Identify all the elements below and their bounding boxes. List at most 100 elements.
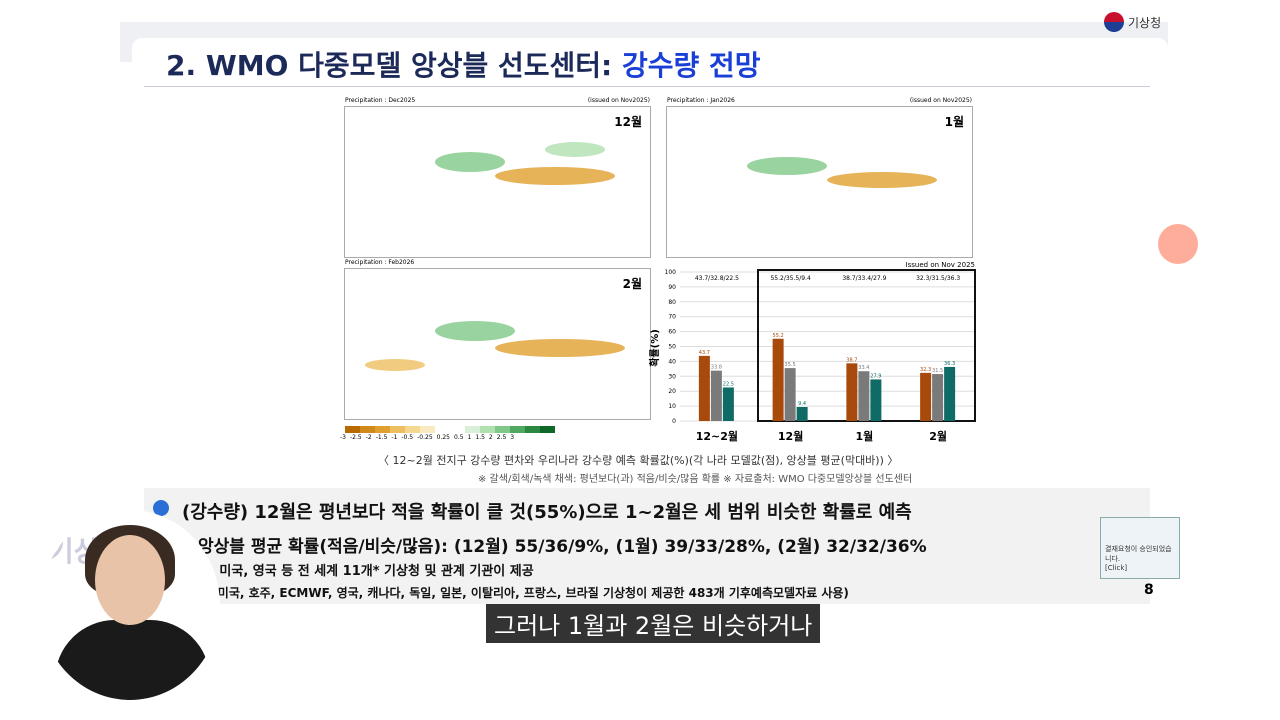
map-month: 12월 — [614, 115, 642, 129]
colorbar-tick: 2.5 — [496, 434, 507, 441]
colorbar-tick: -0.25 — [417, 434, 433, 441]
y-tick: 80 — [668, 299, 676, 306]
bar — [796, 406, 808, 421]
summary-label: 55.2/35.5/9.4 — [770, 275, 810, 282]
colorbar-swatch — [390, 426, 405, 433]
bar — [932, 374, 944, 421]
bar-label: 22.5 — [723, 381, 734, 387]
popup-click[interactable]: [Click] — [1105, 564, 1128, 572]
y-tick: 30 — [668, 373, 676, 380]
summary-label: 32.3/31.5/36.3 — [916, 275, 960, 282]
title-prefix: 2. WMO 다중모델 앙상블 선도센터: — [166, 49, 622, 82]
colorbar-tick: 3 — [510, 434, 515, 441]
map-title: Precipitation : Feb2026 — [345, 259, 415, 266]
map-issued: (issued on Nov2025) — [587, 97, 650, 104]
popup-text: 결재요청이 승인되었습니다. — [1105, 545, 1172, 563]
y-tick: 0 — [672, 418, 676, 425]
colorbar-tick: 0.5 — [454, 434, 464, 441]
colorbar-swatch — [375, 426, 390, 433]
colorbar-swatch — [345, 426, 360, 433]
bar — [784, 368, 796, 421]
page-number: 8 — [1144, 582, 1154, 598]
y-tick: 20 — [668, 388, 676, 395]
bar — [722, 387, 734, 421]
colorbar-tick: -1.5 — [375, 434, 388, 441]
y-tick: 70 — [668, 314, 676, 321]
y-tick: 60 — [668, 329, 676, 336]
probability-chart: Issued on Nov 2025 0 10 20 30 40 50 60 70 80 90 100… — [648, 261, 976, 443]
x-tick: 12~2월 — [696, 429, 738, 443]
bar-label: 43.7 — [699, 350, 710, 356]
colorbar-swatch — [495, 426, 510, 433]
y-tick: 50 — [668, 344, 676, 351]
colorbar-swatch — [360, 426, 375, 433]
bar — [858, 371, 870, 421]
colorbar-swatch — [510, 426, 525, 433]
bar — [698, 355, 710, 421]
y-tick: 40 — [668, 358, 676, 365]
colorbar-tick: 0.25 — [436, 434, 450, 441]
colorbar-tick: -0.5 — [401, 434, 414, 441]
summary-box — [144, 488, 1150, 604]
bar-label: 36.3 — [944, 361, 955, 367]
map-issued: (issued on Nov2025) — [909, 97, 972, 104]
bar-label: 33.4 — [858, 365, 869, 371]
page-title: 2. WMO 다중모델 앙상블 선도센터: 강수량 전망 — [166, 44, 761, 84]
map-dec: Precipitation : Dec2025 (issued on Nov202… — [344, 97, 651, 258]
figure-caption: 〈 12~2월 전지구 강수량 편차와 우리나라 강수량 예측 확률값(%)(각… — [378, 454, 899, 467]
colorbar-tick: 1 — [467, 434, 472, 441]
colorbar-swatch — [420, 426, 435, 433]
colorbar-swatch — [480, 426, 495, 433]
bar-label: 33.8 — [711, 365, 722, 371]
colorbar-swatch — [405, 426, 420, 433]
colorbar-tick: -2.5 — [349, 434, 362, 441]
y-tick: 90 — [668, 284, 676, 291]
colorbar-swatch — [450, 426, 465, 433]
bar-label: 32.3 — [920, 367, 931, 373]
map-month: 1월 — [944, 115, 964, 129]
colorbar-tick: -2 — [365, 434, 372, 441]
red-dot-decoration — [1158, 224, 1198, 264]
logo-text: 기상청 — [1128, 15, 1162, 30]
colorbar-ticks: -3 -2.5 -2 -1.5 -1 -0.5 -0.25 0.25 0.5 1 1.5 2 2.5 3 — [340, 434, 514, 441]
bar — [846, 363, 858, 421]
issued-label: Issued on Nov 2025 — [906, 261, 975, 269]
map-title: Precipitation : Jan2026 — [667, 97, 735, 104]
colorbar-swatch — [435, 426, 450, 433]
bar — [710, 370, 722, 421]
bar-label: 9.4 — [798, 401, 806, 407]
colorbar-tick: 1.5 — [475, 434, 485, 441]
x-tick: 2월 — [929, 429, 947, 443]
y-tick: 100 — [665, 269, 677, 276]
y-axis-label: 확률(%) — [648, 329, 661, 367]
colorbar-tick: 2 — [488, 434, 493, 441]
bar-label: 27.9 — [870, 373, 881, 379]
bar — [920, 372, 932, 421]
map-feb: Precipitation : Feb2026 2월 — [344, 259, 651, 420]
map-month: 2월 — [622, 277, 642, 291]
bar-label: 31.5 — [932, 368, 943, 374]
colorbar-swatch — [540, 426, 555, 433]
figure-note: ※ 갈색/회색/녹색 채색: 평년보다(과) 적음/비슷/많음 확률 ※ 자료출… — [478, 474, 913, 485]
colorbar-tick: -3 — [340, 434, 346, 441]
approval-popup[interactable]: 결재요청이 승인되었습니다. [Click] — [1100, 517, 1180, 579]
colorbar — [345, 426, 555, 433]
title-accent: 강수량 전망 — [621, 49, 761, 82]
summary-label: 43.7/32.8/22.5 — [695, 275, 739, 282]
x-tick: 12월 — [778, 429, 803, 443]
map-title: Precipitation : Dec2025 — [345, 97, 416, 104]
kma-logo: 기상청 — [1104, 12, 1161, 32]
map-jan: Precipitation : Jan2026 (issued on Nov202… — [666, 97, 973, 258]
colorbar-swatch — [525, 426, 540, 433]
bar-label: 55.2 — [773, 333, 784, 339]
check-icon — [153, 500, 169, 516]
summary-line-1: (강수량) 12월은 평년보다 적을 확률이 클 것(55%)으로 1~2월은 … — [182, 502, 912, 523]
colorbar-tick: -1 — [391, 434, 398, 441]
bar-label: 38.7 — [846, 357, 857, 363]
y-tick: 10 — [668, 403, 676, 410]
divider — [144, 86, 1150, 87]
presenter-video: 기상청 — [40, 510, 220, 700]
x-tick: 1월 — [855, 429, 873, 443]
colorbar-swatch — [465, 426, 480, 433]
bar — [944, 366, 956, 421]
